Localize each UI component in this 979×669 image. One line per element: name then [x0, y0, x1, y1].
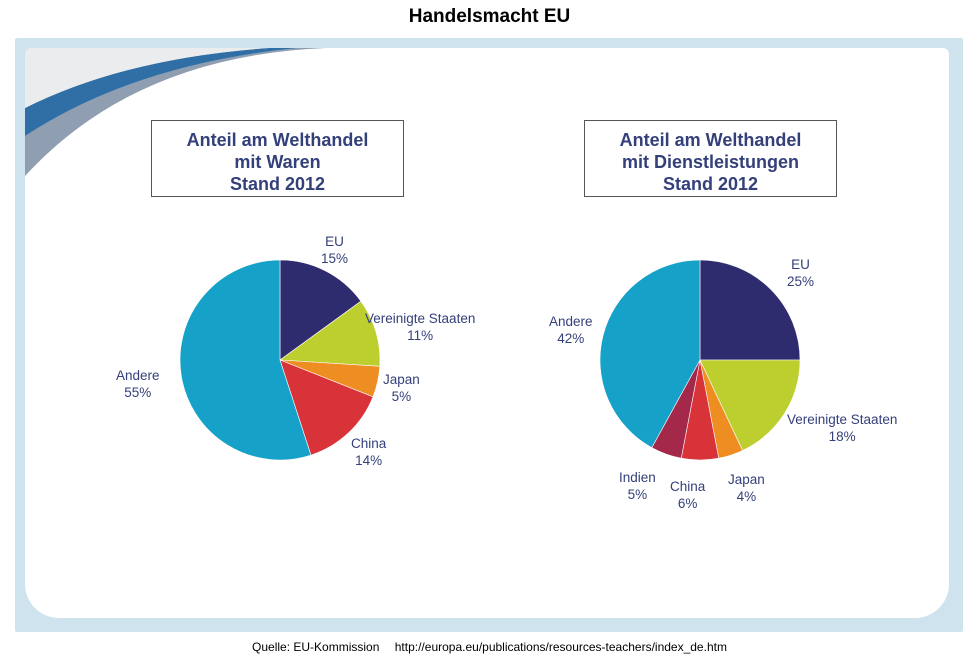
chart-1-label-usa-name: Vereinigte Staaten: [365, 311, 476, 326]
pie-2-slice-andere: [599, 259, 701, 449]
chart-1-title: Anteil am Welthandel mit Waren Stand 201…: [151, 120, 404, 197]
pie-chart-dienstleistungen: [599, 259, 801, 461]
chart-2-title: Anteil am Welthandel mit Dienstleistunge…: [584, 120, 837, 197]
chart-2-title-line-1: Anteil am Welthandel: [619, 130, 802, 150]
chart-1-title-line-1: Anteil am Welthandel: [186, 130, 369, 150]
chart-2-title-line-2: mit Dienstleistungen: [621, 152, 800, 172]
chart-1-label-china-value: 14%: [355, 453, 383, 468]
chart-1-label-usa: Vereinigte Staaten 11%: [365, 310, 475, 344]
pie-1-slice-vereinigte-staaten: [279, 300, 381, 367]
pie-2-slice-eu: [699, 259, 801, 361]
chart-2-label-usa-name: Vereinigte Staaten: [787, 412, 898, 427]
source-note: Quelle: EU-Kommission http://europa.eu/p…: [0, 640, 979, 654]
pie-1-slice-andere: [179, 259, 312, 461]
pie-chart-waren: [179, 259, 381, 461]
chart-2-label-china-name: China: [670, 479, 706, 494]
page-title: Handelsmacht EU: [408, 6, 571, 27]
chart-1-label-japan-name: Japan: [383, 372, 420, 387]
chart-2-label-andere-value: 42%: [557, 331, 585, 346]
pie-2-slice-vereinigte-staaten: [699, 359, 801, 451]
chart-1-label-japan-value: 5%: [391, 389, 412, 404]
source-label: Quelle: EU-Kommission: [252, 640, 380, 654]
chart-2-label-indien-name: Indien: [619, 470, 656, 485]
chart-2-label-china-value: 6%: [677, 496, 698, 511]
chart-2-label-japan-name: Japan: [728, 472, 765, 487]
chart-1-label-eu-name: EU: [325, 234, 344, 249]
chart-1-title-line-3: Stand 2012: [229, 174, 326, 194]
chart-2-label-japan-value: 4%: [736, 489, 757, 504]
chart-card: Anteil am Welthandel mit Waren Stand 201…: [25, 48, 949, 618]
chart-1-label-andere-value: 55%: [124, 385, 152, 400]
chart-2-label-usa: Vereinigte Staaten 18%: [787, 411, 897, 445]
chart-panel: Anteil am Welthandel mit Waren Stand 201…: [15, 38, 963, 632]
chart-2-label-japan: Japan 4%: [728, 471, 765, 505]
chart-2-label-andere-name: Andere: [549, 314, 593, 329]
chart-1-label-japan: Japan 5%: [383, 371, 420, 405]
chart-1-title-line-2: mit Waren: [234, 152, 321, 172]
chart-2-label-china: China 6%: [670, 478, 705, 512]
chart-2-title-line-3: Stand 2012: [662, 174, 759, 194]
chart-2-label-eu-value: 25%: [787, 274, 815, 289]
chart-1-label-eu: EU 15%: [321, 233, 348, 267]
pie-1-slice-eu: [279, 259, 362, 361]
chart-1-label-usa-value: 11%: [407, 328, 434, 343]
chart-2-label-indien-value: 5%: [627, 487, 648, 502]
chart-1-label-eu-value: 15%: [321, 251, 349, 266]
chart-1-label-china-name: China: [351, 436, 387, 451]
chart-2-label-indien: Indien 5%: [619, 469, 656, 503]
chart-2-label-eu: EU 25%: [787, 256, 814, 290]
chart-2-label-eu-name: EU: [791, 257, 810, 272]
source-url[interactable]: http://europa.eu/publications/resources-…: [394, 640, 727, 654]
chart-1-label-andere: Andere 55%: [116, 367, 160, 401]
chart-1-label-andere-name: Andere: [116, 368, 160, 383]
chart-2-label-usa-value: 18%: [828, 429, 856, 444]
chart-1-label-china: China 14%: [351, 435, 386, 469]
decorative-swoosh: [25, 48, 325, 176]
chart-2-label-andere: Andere 42%: [549, 313, 593, 347]
